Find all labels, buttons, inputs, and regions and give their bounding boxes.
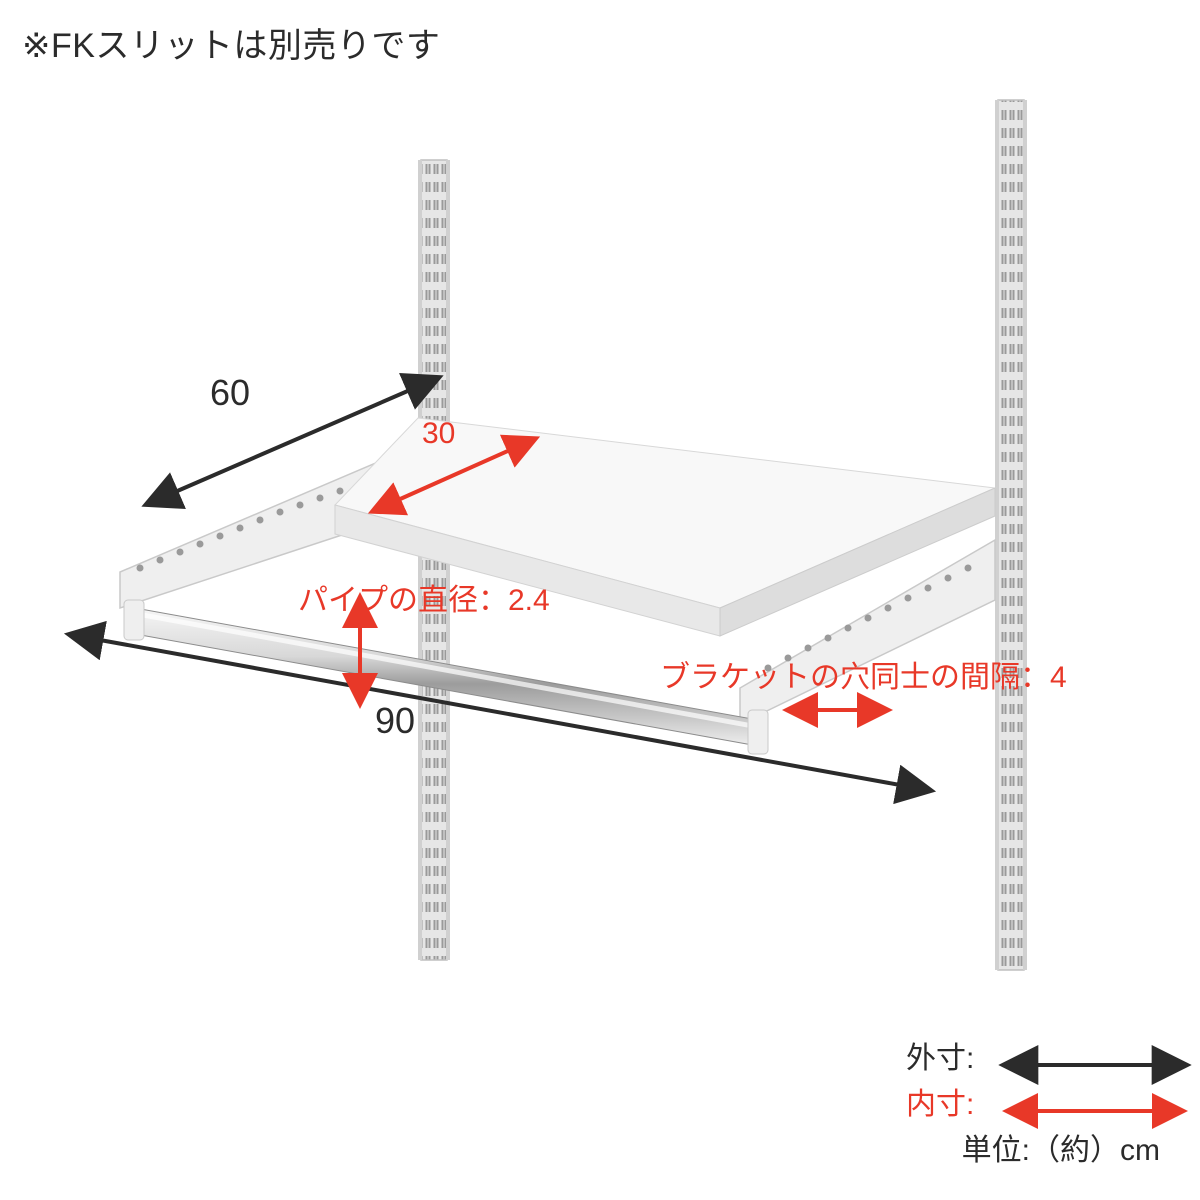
legend: 外寸: 内寸: 単位:（約）cm <box>906 1032 1160 1170</box>
dim-label-pipe-dia: パイプの直径：2.4 <box>298 575 550 619</box>
legend-inner-label: 内寸: <box>906 1079 996 1123</box>
legend-unit-label: 単位:（約）cm <box>962 1125 1160 1169</box>
dim-label-hole-gap: ブラケットの穴同士の間隔：4 <box>660 652 1067 696</box>
right-rail <box>995 100 1027 970</box>
pipe-clip-right <box>748 710 768 754</box>
pipe-clip-left <box>124 600 144 640</box>
dim-label-60: 60 <box>210 372 250 414</box>
dim-label-90: 90 <box>375 700 415 742</box>
diagram-stage <box>0 0 1200 1200</box>
legend-outer-label: 外寸: <box>906 1033 996 1077</box>
dim-label-30: 30 <box>422 417 455 451</box>
